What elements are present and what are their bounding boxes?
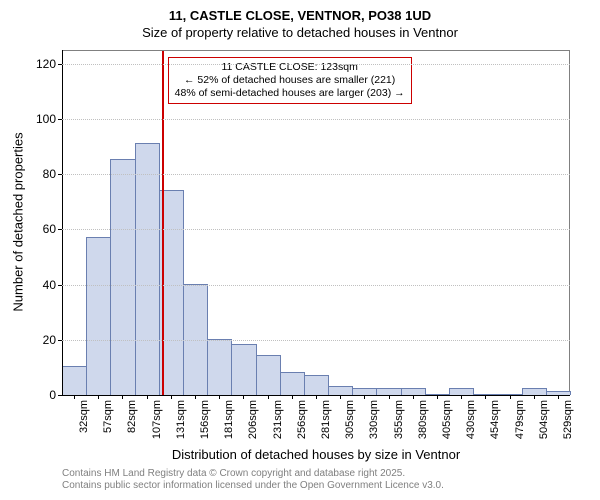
x-tick-mark xyxy=(98,395,99,399)
info-box-line3: 48% of semi-detached houses are larger (… xyxy=(175,87,405,100)
x-tick-label: 156sqm xyxy=(199,400,211,439)
gridline xyxy=(62,64,570,65)
x-tick-mark xyxy=(171,395,172,399)
x-tick-label: 82sqm xyxy=(126,400,138,433)
x-tick-label: 57sqm xyxy=(102,400,114,433)
x-tick-label: 529sqm xyxy=(562,400,574,439)
histogram-bar xyxy=(328,386,353,395)
y-tick-mark xyxy=(58,395,62,396)
x-tick-label: 430sqm xyxy=(465,400,477,439)
x-tick-label: 107sqm xyxy=(151,400,163,439)
x-tick-mark xyxy=(122,395,123,399)
footer-line2: Contains public sector information licen… xyxy=(62,480,444,492)
gridline xyxy=(62,285,570,286)
x-tick-mark xyxy=(413,395,414,399)
gridline xyxy=(62,119,570,120)
plot-area: 11 CASTLE CLOSE: 123sqm← 52% of detached… xyxy=(62,50,570,395)
x-tick-label: 355sqm xyxy=(393,400,405,439)
y-tick-mark xyxy=(58,229,62,230)
y-tick-label: 60 xyxy=(16,222,56,236)
y-tick-mark xyxy=(58,174,62,175)
chart-title-line1: 11, CASTLE CLOSE, VENTNOR, PO38 1UD xyxy=(0,0,600,23)
x-tick-label: 256sqm xyxy=(296,400,308,439)
x-tick-label: 206sqm xyxy=(247,400,259,439)
y-tick-label: 0 xyxy=(16,388,56,402)
histogram-bar xyxy=(62,366,87,395)
x-tick-mark xyxy=(340,395,341,399)
histogram-bar xyxy=(207,339,232,395)
y-tick-label: 20 xyxy=(16,333,56,347)
x-tick-mark xyxy=(147,395,148,399)
chart-footer: Contains HM Land Registry data © Crown c… xyxy=(62,468,444,492)
x-tick-mark xyxy=(461,395,462,399)
x-tick-label: 380sqm xyxy=(417,400,429,439)
x-tick-label: 405sqm xyxy=(441,400,453,439)
histogram-bar xyxy=(231,344,256,395)
x-tick-mark xyxy=(364,395,365,399)
x-tick-mark xyxy=(316,395,317,399)
y-tick-mark xyxy=(58,285,62,286)
x-tick-label: 504sqm xyxy=(538,400,550,439)
x-tick-mark xyxy=(219,395,220,399)
y-tick-label: 80 xyxy=(16,167,56,181)
x-tick-label: 181sqm xyxy=(223,400,235,439)
info-box-line2: ← 52% of detached houses are smaller (22… xyxy=(175,74,405,87)
x-tick-mark xyxy=(195,395,196,399)
x-tick-mark xyxy=(268,395,269,399)
x-tick-label: 479sqm xyxy=(514,400,526,439)
histogram-bar xyxy=(280,372,305,395)
gridline xyxy=(62,229,570,230)
x-tick-mark xyxy=(389,395,390,399)
x-tick-label: 231sqm xyxy=(272,400,284,439)
histogram-bar xyxy=(110,159,135,395)
reference-line xyxy=(162,51,164,396)
y-tick-mark xyxy=(58,119,62,120)
x-axis-label: Distribution of detached houses by size … xyxy=(62,447,570,462)
x-tick-mark xyxy=(534,395,535,399)
histogram-bar xyxy=(135,143,160,395)
chart-container: 11, CASTLE CLOSE, VENTNOR, PO38 1UD Size… xyxy=(0,0,600,500)
y-tick-label: 120 xyxy=(16,57,56,71)
histogram-bar xyxy=(256,355,281,395)
x-tick-mark xyxy=(558,395,559,399)
x-tick-mark xyxy=(510,395,511,399)
x-tick-label: 305sqm xyxy=(344,400,356,439)
x-tick-label: 281sqm xyxy=(320,400,332,439)
x-tick-label: 454sqm xyxy=(489,400,501,439)
gridline xyxy=(62,174,570,175)
chart-title-line2: Size of property relative to detached ho… xyxy=(0,23,600,40)
y-tick-label: 100 xyxy=(16,112,56,126)
x-tick-mark xyxy=(437,395,438,399)
x-tick-mark xyxy=(74,395,75,399)
x-tick-label: 32sqm xyxy=(78,400,90,433)
histogram-bar xyxy=(86,237,111,395)
x-tick-label: 131sqm xyxy=(175,400,187,439)
histogram-bar xyxy=(304,375,329,395)
x-tick-mark xyxy=(292,395,293,399)
x-tick-mark xyxy=(243,395,244,399)
footer-line1: Contains HM Land Registry data © Crown c… xyxy=(62,468,444,480)
y-axis-line xyxy=(62,50,63,395)
x-tick-mark xyxy=(485,395,486,399)
y-tick-mark xyxy=(58,340,62,341)
x-tick-label: 330sqm xyxy=(368,400,380,439)
y-tick-mark xyxy=(58,64,62,65)
gridline xyxy=(62,340,570,341)
y-tick-label: 40 xyxy=(16,278,56,292)
